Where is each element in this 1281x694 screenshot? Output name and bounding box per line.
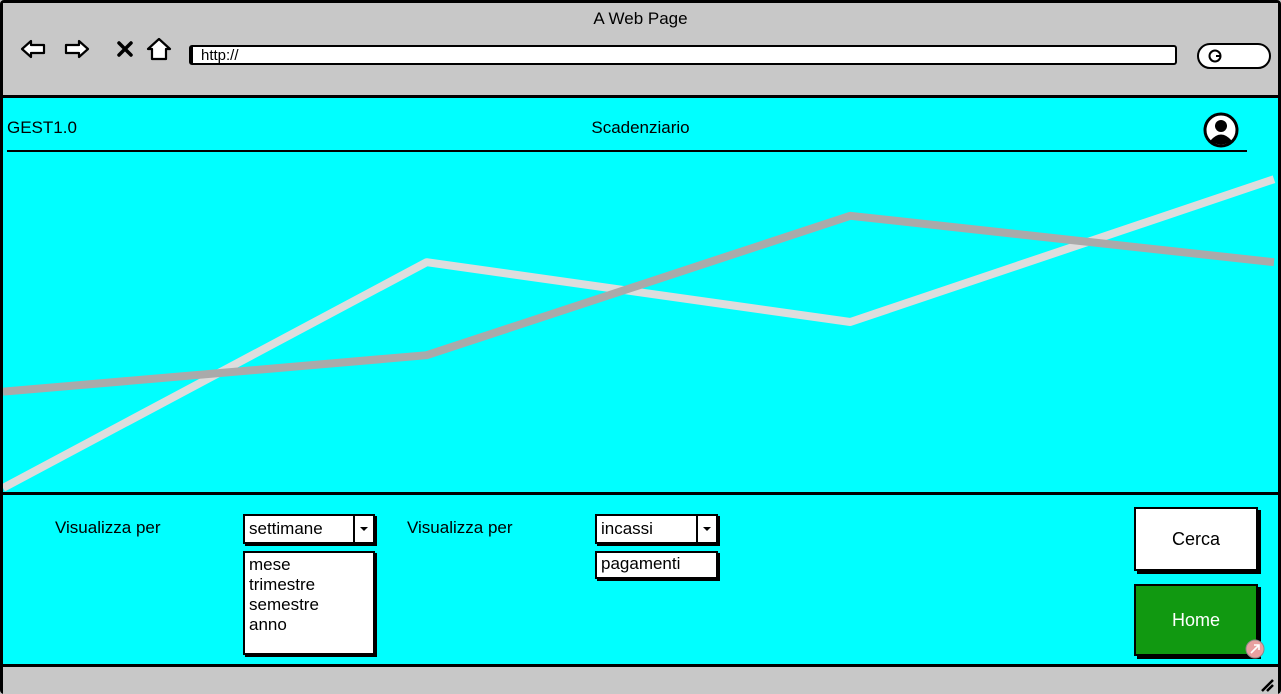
header-divider	[7, 150, 1247, 152]
back-arrow-icon[interactable]	[19, 33, 47, 65]
link-badge-icon	[1245, 639, 1265, 659]
chart-divider	[3, 492, 1278, 495]
period-select-value: settimane	[249, 519, 323, 538]
url-input[interactable]	[189, 45, 1177, 65]
user-avatar-icon[interactable]	[1203, 112, 1239, 148]
period-option[interactable]: trimestre	[249, 575, 316, 594]
browser-titlebar: A Web Page	[3, 3, 1278, 98]
series-line-1	[3, 175, 1276, 492]
type-filter-label: Visualizza per	[407, 518, 513, 537]
search-button[interactable]: Cerca	[1134, 507, 1258, 571]
home-icon[interactable]	[145, 33, 173, 65]
line-chart	[3, 175, 1276, 492]
chevron-down-icon[interactable]	[696, 514, 716, 544]
type-select-value: incassi	[601, 519, 653, 538]
search-icon	[1208, 49, 1222, 63]
series-line-2	[3, 211, 1275, 396]
page-content: GEST1.0 Scadenziario Visualizza per sett…	[3, 98, 1278, 664]
home-button[interactable]: Home	[1134, 584, 1258, 656]
period-options-list: mese trimestre semestre anno	[243, 551, 375, 655]
status-bar	[3, 664, 1278, 694]
close-icon[interactable]	[111, 33, 139, 65]
resize-grip-icon[interactable]	[1258, 676, 1274, 692]
page-title: Scadenziario	[591, 118, 690, 137]
period-option[interactable]: mese	[249, 555, 291, 574]
type-select[interactable]: incassi	[595, 514, 718, 544]
window-title: A Web Page	[593, 9, 688, 28]
browser-search-button[interactable]	[1197, 43, 1271, 69]
type-options-list: pagamenti	[595, 551, 718, 579]
period-option[interactable]: anno	[249, 615, 287, 634]
period-select[interactable]: settimane	[243, 514, 375, 544]
app-brand: GEST1.0	[7, 118, 77, 137]
period-option[interactable]: semestre	[249, 595, 319, 614]
period-filter-label: Visualizza per	[55, 518, 161, 537]
chevron-down-icon[interactable]	[353, 514, 373, 544]
forward-arrow-icon[interactable]	[63, 33, 91, 65]
type-option[interactable]: pagamenti	[601, 554, 681, 573]
